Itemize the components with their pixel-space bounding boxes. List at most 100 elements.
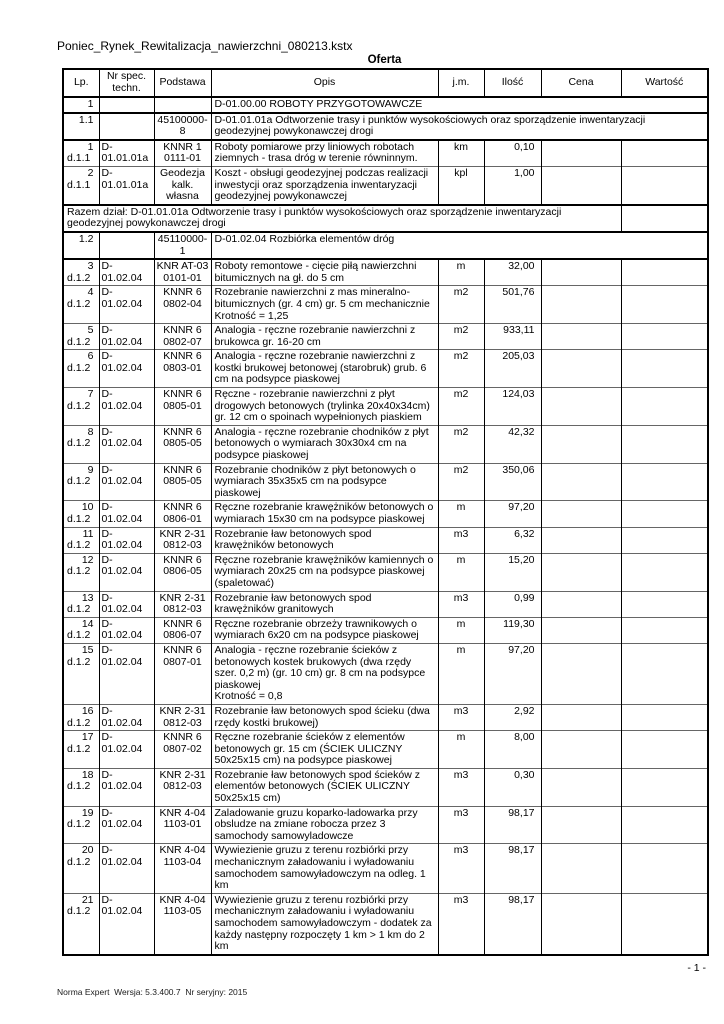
cell-cena [540, 526, 621, 554]
cell-wartosc [620, 730, 708, 769]
table-row-item: 12 d.1.2 D-01.02.04 KNNR 6 0806-05 Ręczne roz… [62, 552, 708, 592]
item-section-ref: d.1.2 [67, 513, 91, 525]
cell-podstawa: KNR 4-04 1103-04 [153, 843, 211, 894]
podstawa-line: 0812-03 [163, 716, 202, 729]
cell-spec-techn: D-01.02.04 [98, 387, 154, 426]
cell-spec-techn: D-01.02.04 [98, 843, 154, 894]
opis-text: Analogia - ręczne rozebranie chodników z… [214, 425, 429, 462]
item-number: 19 [81, 806, 94, 819]
document-title: Poniec_Rynek_Rewitalizacja_nawierzchni_0… [57, 39, 353, 53]
cell-jm: m [437, 552, 484, 592]
opis-text: Rozebranie ław betonowych spod ścieku (d… [214, 704, 430, 729]
cell-lp: 17 d.1.2 [62, 730, 99, 769]
podstawa-line: 0805-01 [163, 399, 202, 412]
cell-jm: m3 [437, 843, 484, 894]
cell-opis: Ręczne - rozebranie nawierzchni z płyt d… [210, 387, 438, 426]
cell-cena [540, 462, 621, 501]
item-number: 17 [81, 731, 94, 744]
item-number: 14 [81, 617, 94, 630]
opis-text: Ręczne rozebranie obrzeży trawnikowych o… [214, 617, 419, 642]
cell-opis: Ręczne rozebranie krawężników kamiennych… [210, 552, 438, 592]
cell-cena [540, 387, 621, 426]
cell-opis: Rozebranie ław betonowych spod ścieków z… [210, 767, 438, 807]
cell-cena [540, 285, 621, 324]
cell-podstawa: KNNR 6 0806-01 [153, 500, 211, 528]
cell-lp: 8 d.1.2 [62, 424, 99, 464]
item-section-ref: d.1.2 [67, 603, 91, 616]
item-section-ref: d.1.1 [67, 152, 91, 165]
cell-podstawa: KNNR 6 0806-05 [153, 552, 211, 592]
column-header-jm: j.m. [437, 69, 484, 98]
cell-cena [540, 349, 621, 388]
item-number: 2 [87, 166, 94, 179]
cell-wartosc [620, 139, 708, 167]
column-header-cena: Cena [540, 69, 621, 98]
cell-podstawa: KNR 4-04 1103-01 [153, 805, 211, 844]
cell-lp: 7 d.1.2 [62, 387, 99, 426]
cell-lp: 18 d.1.2 [62, 767, 99, 807]
opis-text: Rozebranie nawierzchni z mas mineralno-b… [214, 286, 430, 310]
cell-opis: Analogia - ręczne rozebranie nawierzchni… [210, 349, 438, 388]
table-row-item: 10 d.1.2 D-01.02.04 KNNR 6 0806-01 Ręczne roz… [62, 500, 708, 528]
cell-spec-techn: D-01.02.04 [98, 424, 154, 464]
cell-opis: Roboty pomiarowe przy liniowych robotach… [210, 139, 438, 167]
cell-lp: 11 d.1.2 [62, 526, 99, 554]
item-section-ref: d.1.2 [67, 742, 91, 755]
table-header: Lp. Nr spec. techn. Podstawa Opis j.m. I… [62, 69, 708, 98]
opis-text: Rozebranie ław betonowych spod krawężnik… [214, 591, 372, 616]
cell-podstawa [153, 96, 211, 114]
opis-krotnosc: Krotność = 0,8 [214, 690, 283, 703]
item-section-ref: d.1.2 [67, 361, 91, 374]
cell-spec-techn: D-01.02.04 [98, 892, 154, 955]
table-row-section: 1.2 45110000-1 D-01.02.04 Rozbiórka elemen… [62, 230, 708, 261]
cell-opis: Rozebranie nawierzchni z mas mineralno-b… [210, 285, 438, 324]
cell-cena [540, 805, 621, 844]
cell-podstawa: KNR 2-31 0812-03 [153, 590, 211, 618]
cell-opis: Ręczne rozebranie obrzeży trawnikowych o… [210, 616, 438, 644]
cell-cena [540, 703, 621, 731]
cell-spec-techn: D-01.02.04 [98, 730, 154, 769]
podstawa-line: KNR AT-03 [156, 260, 209, 273]
table-row-item: 9 d.1.2 D-01.02.04 KNNR 6 0805-05 Rozebranie … [62, 462, 708, 501]
cell-cena [540, 552, 621, 592]
cell-podstawa: KNNR 6 0805-05 [153, 462, 211, 501]
column-header-wartosc: Wartość [620, 69, 708, 98]
cell-spec-techn: D-01.02.04 [98, 462, 154, 501]
cell-ilosc: 0,30 [483, 767, 541, 807]
cell-podstawa: KNNR 6 0802-07 [153, 323, 211, 350]
cell-lp: 14 d.1.2 [62, 616, 99, 644]
podstawa-line: 0812-03 [163, 780, 202, 793]
cell-section-title: D-01.02.04 Rozbiórka elementów dróg [210, 230, 708, 261]
podstawa-line: 0807-02 [163, 742, 202, 755]
podstawa-line: KNNR 6 [163, 553, 202, 566]
section-number: 1.1 [78, 113, 94, 126]
cell-spec-techn: D-01.02.04 [98, 703, 154, 731]
podstawa-line: KNR 2-31 [159, 527, 206, 540]
cell-wartosc [620, 285, 708, 324]
item-number: 9 [87, 463, 94, 476]
cell-cena [540, 892, 621, 955]
item-section-ref: d.1.2 [67, 818, 91, 831]
cell-podstawa: KNNR 6 0805-01 [153, 387, 211, 426]
cell-spec-techn: D-01.01.01a [98, 139, 154, 167]
opis-text: Rozebranie chodników z płyt betonowych o… [214, 463, 416, 499]
cell-ilosc: 6,32 [483, 526, 541, 554]
cell-cena [540, 500, 621, 528]
podstawa-line: 0807-01 [163, 655, 202, 668]
cell-cena [540, 424, 621, 464]
cell-jm: m2 [437, 462, 484, 501]
item-section-ref: d.1.2 [67, 629, 91, 642]
cell-podstawa: KNNR 6 0806-07 [153, 616, 211, 644]
podstawa-line: KNNR 6 [163, 617, 202, 630]
cell-podstawa: Geodezja kalk. własna [153, 165, 211, 205]
cell-spec-techn: D-01.01.01a [98, 165, 154, 205]
cell-lp: 10 d.1.2 [62, 500, 99, 528]
table-row-item: 8 d.1.2 D-01.02.04 KNNR 6 0805-05 Analogia - … [62, 424, 708, 464]
cell-ilosc: 32,00 [483, 258, 541, 286]
cell-podstawa: KNR 2-31 0812-03 [153, 526, 211, 554]
cell-cena [540, 843, 621, 894]
cell-lp: 1 d.1.1 [62, 139, 99, 167]
cell-ilosc: 1,00 [483, 165, 541, 205]
podstawa-line: KNNR 6 [163, 286, 202, 299]
cell-ilosc: 42,32 [483, 424, 541, 464]
